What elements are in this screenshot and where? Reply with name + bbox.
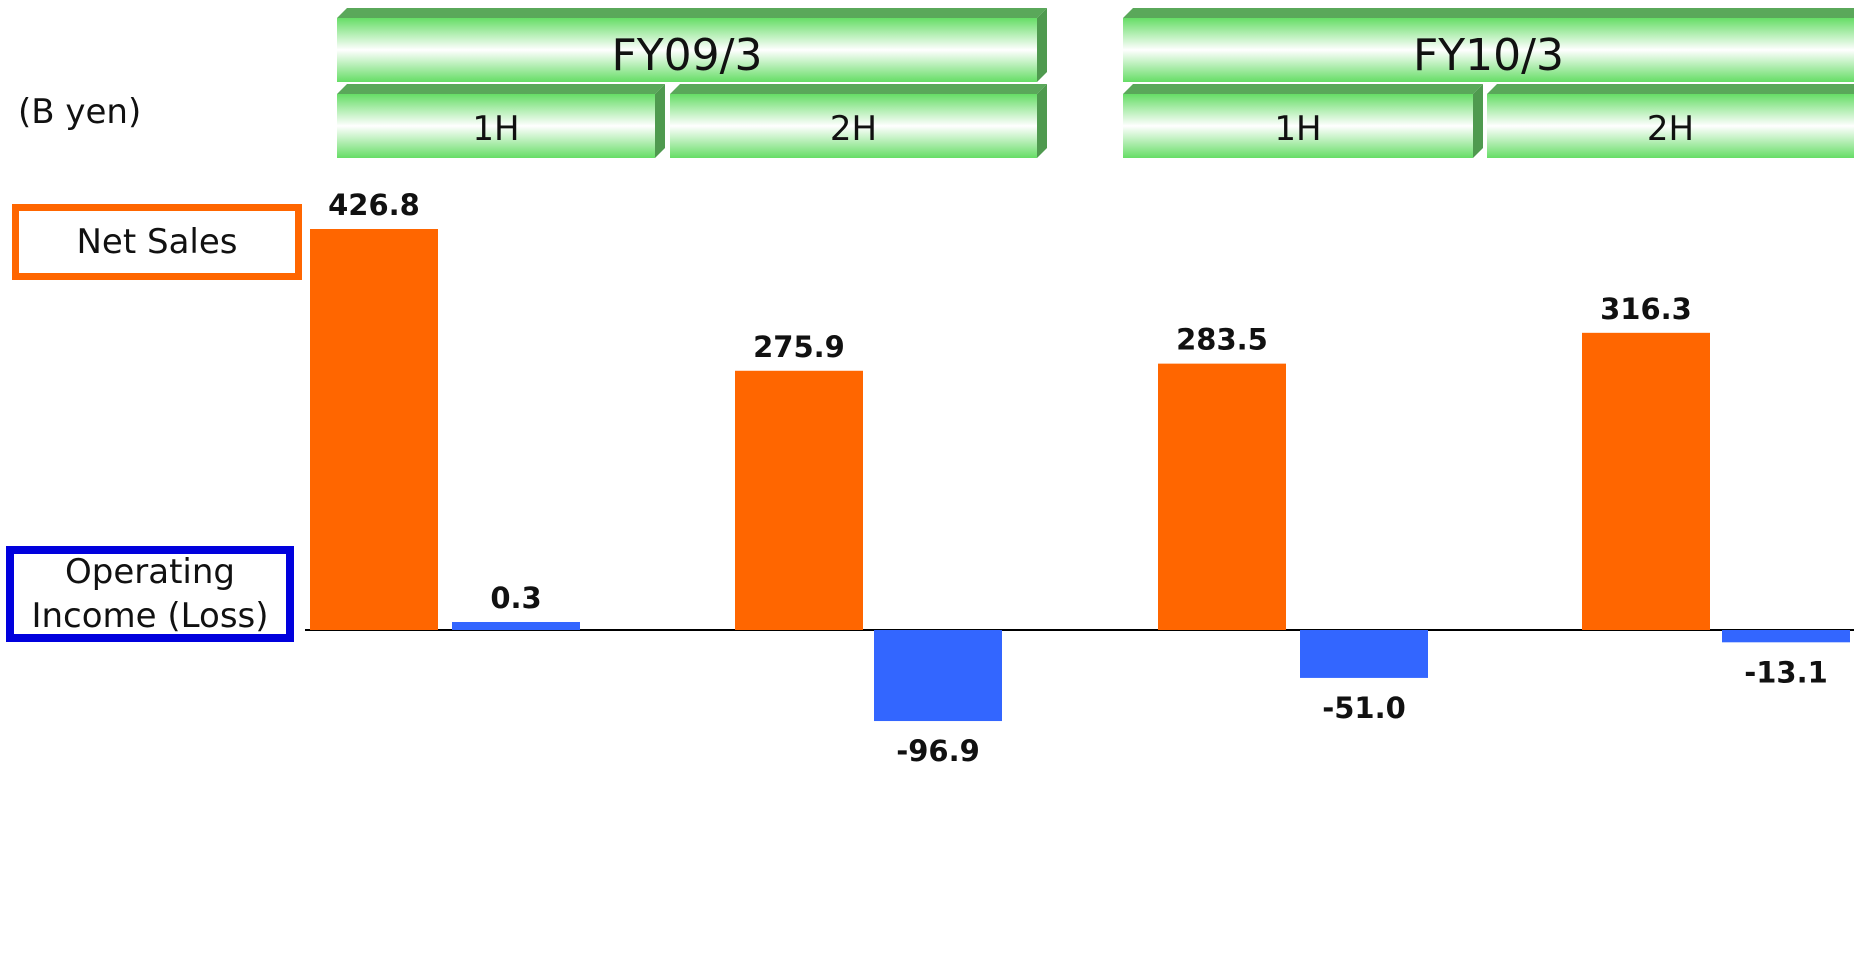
half-header-0-0-side <box>655 84 665 158</box>
net-sales-value-label: 316.3 <box>1600 292 1692 326</box>
operating-income-value-label: -51.0 <box>1322 691 1406 725</box>
operating-income-bar <box>1722 630 1850 643</box>
operating-income-value-label: -96.9 <box>896 734 980 768</box>
fy-header-0 <box>337 8 1047 82</box>
half-header-0-1-face <box>670 94 1037 158</box>
half-header-1-0-top <box>1123 84 1483 94</box>
fy-header-1-face <box>1123 18 1854 82</box>
legend-operating-income: Operating Income (Loss) <box>6 546 294 642</box>
period-headers: FY09/3 1H 2H FY10/3 1H 2H <box>337 8 1854 158</box>
unit-label: (B yen) <box>18 92 142 132</box>
fy-header-label: FY10/3 <box>1413 30 1564 81</box>
half-header-1-0-face <box>1123 94 1473 158</box>
net-sales-value-label: 426.8 <box>328 188 420 222</box>
fy-header-0-top <box>337 8 1047 18</box>
operating-income-bar <box>452 622 580 630</box>
net-sales-value-label: 283.5 <box>1176 323 1268 357</box>
fy-header-1-top <box>1123 8 1854 18</box>
legend-operating-income-label: Operating Income (Loss) <box>31 552 269 636</box>
half-header-1-1-top <box>1487 84 1854 94</box>
half-header-0-0-top <box>337 84 665 94</box>
half-header-0-0 <box>337 84 665 158</box>
half-header-0-1-top <box>670 84 1047 94</box>
operating-income-value-label: -13.1 <box>1744 655 1828 689</box>
half-header-1-0-side <box>1473 84 1483 158</box>
operating-income-bar <box>874 630 1002 722</box>
net-sales-bar <box>1158 363 1286 630</box>
operating-income-bar <box>1300 630 1428 678</box>
fy-header-0-face <box>337 18 1037 82</box>
legend-net-sales: Net Sales <box>12 204 302 280</box>
net-sales-bar <box>310 229 438 630</box>
legend-net-sales-label: Net Sales <box>76 222 238 262</box>
value-labels: 426.8 275.9 283.5 316.3 0.3 -96.9 -51.0 -13.1 <box>328 188 1828 768</box>
half-header-0-1 <box>670 84 1047 158</box>
half-header-label: 2H <box>830 109 877 149</box>
net-sales-value-label: 275.9 <box>753 330 845 364</box>
bars <box>310 229 1850 722</box>
half-header-label: 2H <box>1647 109 1694 149</box>
half-header-0-1-side <box>1037 84 1047 158</box>
half-header-label: 1H <box>472 109 519 149</box>
fy-header-1 <box>1123 8 1854 82</box>
half-header-1-1 <box>1487 84 1854 158</box>
fy-header-0-side <box>1037 8 1047 82</box>
half-header-0-0-face <box>337 94 655 158</box>
half-header-label: 1H <box>1274 109 1321 149</box>
half-header-1-0 <box>1123 84 1483 158</box>
net-sales-bar <box>1582 332 1710 630</box>
operating-income-value-label: 0.3 <box>490 581 541 615</box>
half-header-1-1-face <box>1487 94 1854 158</box>
fy-header-label: FY09/3 <box>612 30 763 81</box>
net-sales-bar <box>735 370 863 630</box>
